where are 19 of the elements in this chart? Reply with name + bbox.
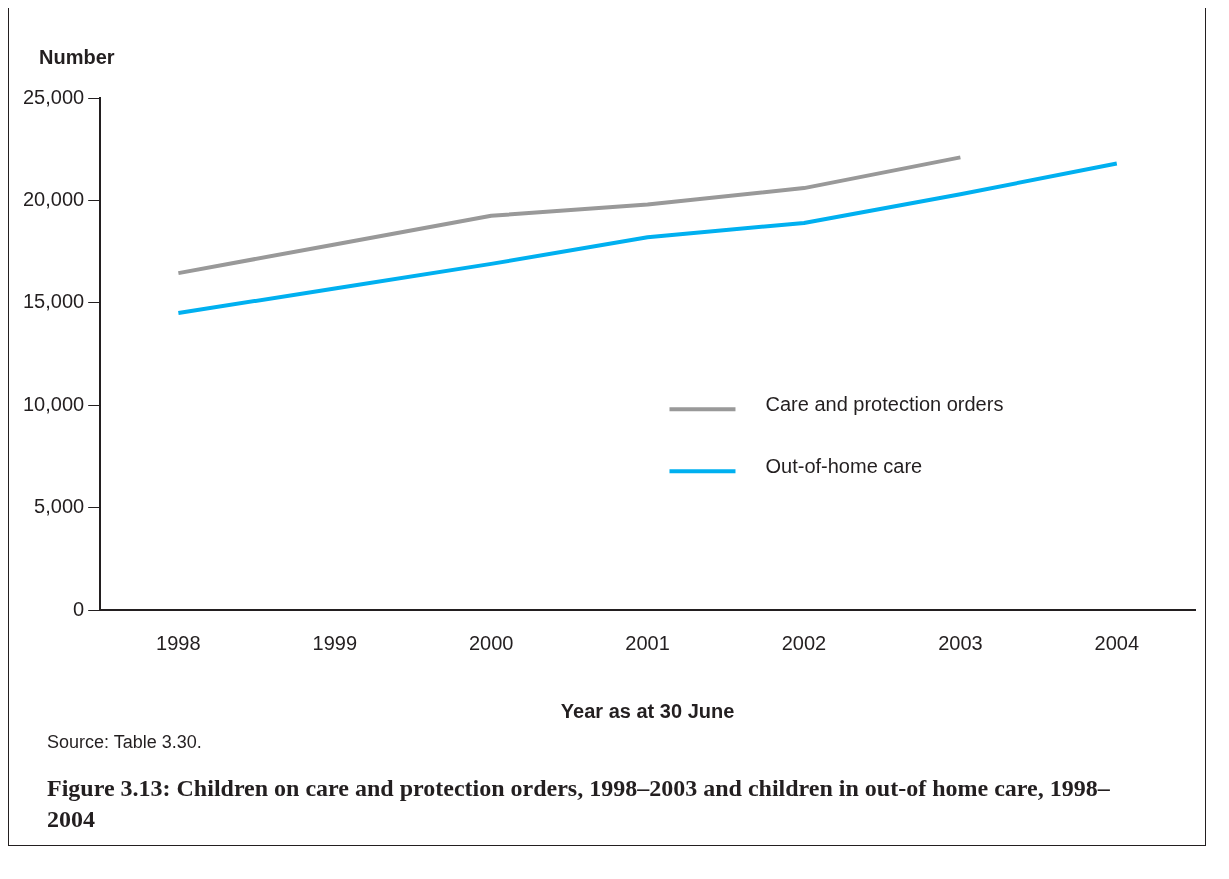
x-tick-label: 2001 <box>625 631 670 654</box>
x-axis-title: Year as at 30 June <box>560 699 735 722</box>
source-note: Source: Table 3.30. <box>47 732 203 753</box>
y-tick-label: 20,000 <box>23 187 85 210</box>
y-tick-label: 10,000 <box>23 392 85 415</box>
x-tick-label: 2002 <box>781 631 827 654</box>
y-tick-label: 25,000 <box>23 85 85 108</box>
y-axis-title: Number <box>39 45 115 68</box>
legend-label: Care and protection orders <box>765 392 1004 415</box>
text: Figure 3.13: Children on care and protection orders, 1998–2003 and children in out-of home care, 1998–2004 <box>47 774 1111 835</box>
x-tick-label: 2004 <box>1094 631 1140 654</box>
x-tick-label: 2000 <box>468 631 514 654</box>
x-tick-label: 1999 <box>312 631 358 654</box>
y-tick-label: 0 <box>73 597 85 620</box>
x-tick-label: 1998 <box>156 631 201 654</box>
y-tick-label: 15,000 <box>23 290 85 313</box>
x-tick-label: 2003 <box>938 631 983 654</box>
y-tick-label: 5,000 <box>34 495 85 518</box>
legend-label: Out-of-home care <box>765 454 923 477</box>
